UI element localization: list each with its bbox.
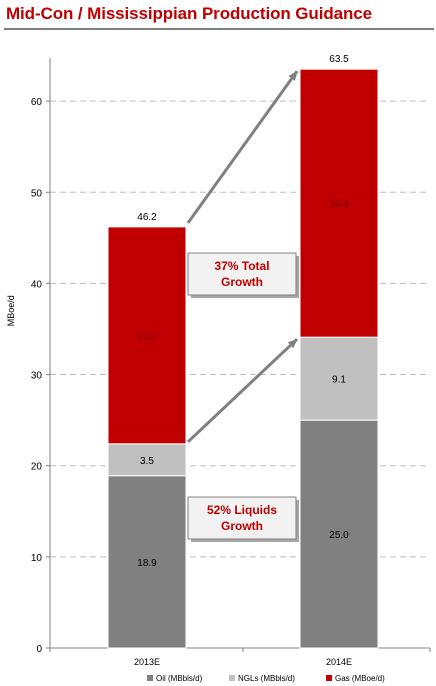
bar-segment bbox=[299, 419, 379, 649]
liquids-growth-arrow bbox=[186, 338, 299, 443]
y-axis-label: MBoe/d bbox=[6, 295, 16, 326]
segment-label: 9.1 bbox=[332, 375, 346, 386]
legend-label: Gas (MBoe/d) bbox=[335, 674, 385, 683]
y-tick-label: 20 bbox=[31, 462, 43, 473]
chart-title: Mid-Con / Mississippian Production Guida… bbox=[6, 4, 372, 23]
annotation-text: 37% Total bbox=[214, 259, 269, 273]
y-tick-label: 10 bbox=[31, 553, 43, 564]
bar-segment bbox=[107, 443, 187, 477]
segment-label: 29.4 bbox=[329, 199, 349, 210]
bar-segment bbox=[107, 475, 187, 649]
y-tick-label: 50 bbox=[31, 188, 43, 199]
legend-label: Oil (MBbls/d) bbox=[156, 674, 203, 683]
x-tick-label: 2013E bbox=[134, 657, 160, 667]
y-tick-label: 40 bbox=[31, 279, 43, 290]
annotation-box bbox=[187, 496, 297, 540]
legend-swatch bbox=[147, 675, 153, 681]
total-label: 46.2 bbox=[137, 212, 157, 223]
title-divider bbox=[4, 28, 434, 30]
y-tick-label: 30 bbox=[31, 371, 43, 382]
x-tick-label: 2014E bbox=[326, 657, 352, 667]
segment-label: 3.5 bbox=[140, 456, 154, 467]
data-labels: 18.9 3.5 23.8 46.2 25.0 9.1 29.4 63.5 bbox=[137, 54, 349, 569]
bar-segment bbox=[299, 336, 379, 421]
bar-segment bbox=[107, 226, 187, 445]
total-label: 63.5 bbox=[329, 54, 349, 65]
legend-label: NGLs (MBbls/d) bbox=[238, 674, 295, 683]
legend: Oil (MBbls/d) NGLs (MBbls/d) Gas (MBoe/d) bbox=[147, 674, 385, 683]
annotations: 37% Total Growth 52% Liquids Growth bbox=[187, 252, 299, 542]
legend-swatch bbox=[326, 675, 332, 681]
annotation-text: Growth bbox=[221, 519, 263, 533]
segment-label: 23.8 bbox=[137, 331, 157, 342]
segment-label: 18.9 bbox=[137, 558, 157, 569]
total-growth-arrow bbox=[186, 70, 299, 224]
y-tick-label: 0 bbox=[36, 644, 42, 655]
growth-arrows bbox=[186, 70, 299, 443]
annotation-box bbox=[187, 252, 297, 296]
bars bbox=[107, 68, 379, 649]
annotation-text: 52% Liquids bbox=[207, 503, 277, 517]
annotation-text: Growth bbox=[221, 275, 263, 289]
bar-segment bbox=[299, 68, 379, 338]
segment-label: 25.0 bbox=[329, 530, 349, 541]
legend-swatch bbox=[229, 675, 235, 681]
y-tick-label: 60 bbox=[31, 97, 43, 108]
